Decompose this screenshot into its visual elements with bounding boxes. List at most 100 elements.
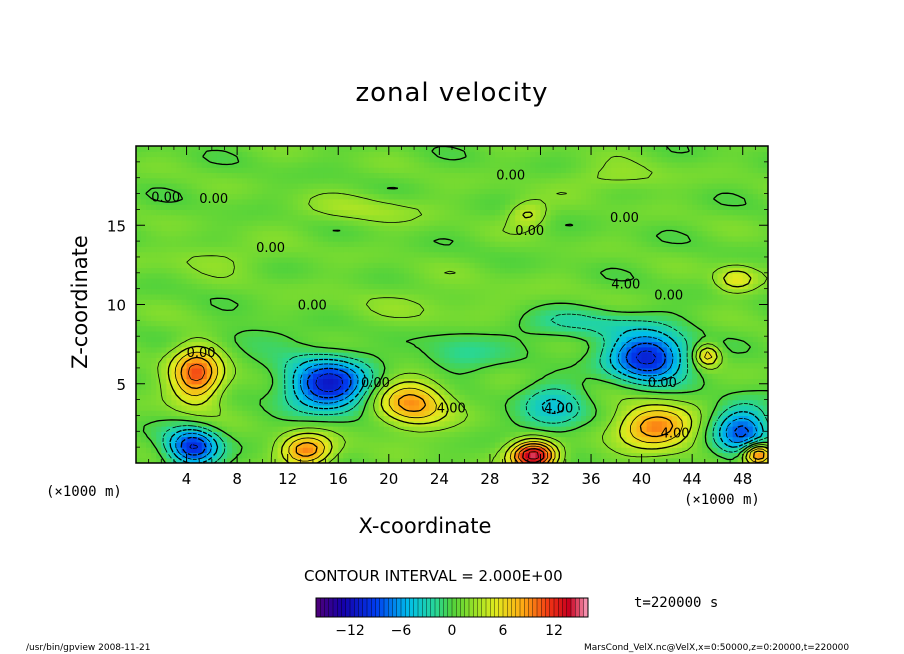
field-cell xyxy=(393,278,400,284)
field-cell xyxy=(712,256,719,263)
field-cell xyxy=(479,341,486,348)
field-cell xyxy=(722,283,729,290)
field-cell xyxy=(161,320,167,327)
field-cell xyxy=(252,315,258,321)
field-cell xyxy=(636,447,643,454)
field-cell xyxy=(429,293,435,300)
field-cell xyxy=(287,383,294,390)
field-cell xyxy=(398,346,405,353)
field-cell xyxy=(591,352,597,358)
field-cell xyxy=(646,330,653,337)
field-cell xyxy=(742,256,749,263)
field-cell xyxy=(727,256,734,263)
field-cell xyxy=(757,383,764,390)
field-cell xyxy=(651,441,658,448)
field-cell xyxy=(601,452,607,459)
field-cell xyxy=(237,404,243,411)
field-cell xyxy=(631,272,638,279)
field-cell xyxy=(570,404,577,411)
field-cell xyxy=(358,304,365,311)
field-cell xyxy=(166,299,172,306)
field-cell xyxy=(196,272,203,279)
field-cell xyxy=(328,336,334,343)
field-cell xyxy=(479,389,486,395)
field-cell xyxy=(555,272,562,279)
field-cell xyxy=(505,262,511,269)
field-cell xyxy=(373,299,380,306)
field-cell xyxy=(510,426,516,432)
field-cell xyxy=(565,367,572,374)
field-cell xyxy=(464,436,471,443)
field-cell xyxy=(368,362,375,369)
field-cell xyxy=(232,346,238,353)
field-cell xyxy=(601,420,607,427)
field-cell xyxy=(242,431,248,438)
field-cell xyxy=(277,325,284,332)
field-cell xyxy=(737,410,744,417)
field-cell xyxy=(525,278,531,284)
field-cell xyxy=(297,352,304,358)
field-cell xyxy=(232,251,238,258)
field-cell xyxy=(687,362,693,369)
field-cell xyxy=(510,410,516,417)
field-cell xyxy=(434,431,440,438)
field-cell xyxy=(525,452,531,459)
field-cell xyxy=(555,283,562,290)
field-cell xyxy=(267,256,274,263)
field-cell xyxy=(692,352,698,358)
field-cell xyxy=(737,325,744,332)
field-cell xyxy=(242,383,248,390)
field-cell xyxy=(403,309,410,316)
field-cell xyxy=(252,404,258,411)
field-cell xyxy=(454,357,461,364)
field-cell xyxy=(520,315,526,321)
field-cell xyxy=(611,283,617,290)
field-cell xyxy=(201,336,208,343)
field-cell xyxy=(252,367,258,374)
field-cell xyxy=(262,420,269,427)
field-cell xyxy=(646,441,653,448)
field-cell xyxy=(333,325,339,332)
field-cell xyxy=(474,262,481,269)
field-cell xyxy=(626,341,633,348)
field-cell xyxy=(434,404,440,411)
field-cell xyxy=(510,336,516,343)
field-cell xyxy=(297,341,304,348)
field-cell xyxy=(757,367,764,374)
field-cell xyxy=(494,315,501,321)
field-cell xyxy=(161,299,167,306)
field-cell xyxy=(747,299,754,306)
field-cell xyxy=(424,367,430,374)
field-cell xyxy=(328,367,334,374)
field-cell xyxy=(333,262,339,269)
field-cell xyxy=(591,357,597,364)
field-cell xyxy=(570,410,577,417)
field-cell xyxy=(328,346,334,353)
field-cell xyxy=(560,278,567,284)
field-cell xyxy=(707,336,713,343)
field-cell xyxy=(302,420,309,427)
field-cell xyxy=(242,304,248,311)
field-cell xyxy=(156,452,162,459)
field-cell xyxy=(762,378,768,385)
field-cell xyxy=(373,293,380,300)
field-cell xyxy=(747,251,754,258)
field-cell xyxy=(565,341,572,348)
field-cell xyxy=(661,441,668,448)
field-cell xyxy=(636,283,643,290)
field-cell xyxy=(232,362,238,369)
field-cell xyxy=(318,352,324,358)
field-cell xyxy=(707,272,713,279)
field-cell xyxy=(626,420,633,427)
field-cell xyxy=(687,293,693,300)
field-cell xyxy=(570,288,577,295)
field-cell xyxy=(489,283,496,290)
field-cell xyxy=(161,293,167,300)
field-cell xyxy=(383,452,390,459)
field-cell xyxy=(606,399,612,406)
field-cell xyxy=(439,436,446,443)
field-cell xyxy=(611,426,617,432)
field-cell xyxy=(585,320,592,327)
field-cell xyxy=(232,256,238,263)
field-cell xyxy=(181,336,188,343)
